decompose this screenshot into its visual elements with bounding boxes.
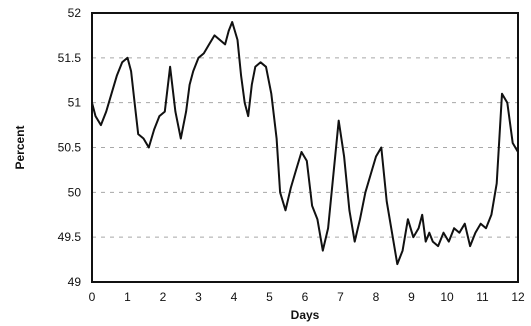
x-tick-label: 9 <box>408 290 415 304</box>
x-tick-label: 5 <box>266 290 273 304</box>
series-line-0 <box>91 21 519 266</box>
gridlines <box>92 12 518 283</box>
x-tick-label: 11 <box>476 290 489 304</box>
x-tick-label: 8 <box>373 290 380 304</box>
x-tick-label: 6 <box>302 290 309 304</box>
x-tick-label: 12 <box>511 290 525 304</box>
series-layer <box>91 21 519 266</box>
y-tick-label: 50 <box>68 185 82 199</box>
x-tick-label: 3 <box>195 290 202 304</box>
x-tick-label: 1 <box>124 290 131 304</box>
y-axis-ticks: 49 49.5 50 50.5 51 51.5 52 <box>58 6 82 289</box>
y-tick-label: 50.5 <box>58 141 82 155</box>
x-tick-label: 4 <box>231 290 238 304</box>
y-tick-label: 51.5 <box>58 51 82 65</box>
y-tick-label: 49.5 <box>58 230 82 244</box>
y-tick-label: 49 <box>68 275 82 289</box>
y-axis-title: Percent <box>13 125 27 169</box>
x-axis-ticks: 0 1 2 3 4 5 6 7 8 9 10 11 12 <box>89 290 525 304</box>
x-tick-label: 7 <box>337 290 344 304</box>
y-tick-label: 51 <box>68 96 82 110</box>
x-tick-label: 10 <box>440 290 454 304</box>
x-tick-label: 2 <box>160 290 167 304</box>
x-axis-title: Days <box>291 308 320 322</box>
plot-frame <box>91 12 519 283</box>
y-tick-label: 52 <box>68 6 82 20</box>
x-tick-label: 0 <box>89 290 96 304</box>
